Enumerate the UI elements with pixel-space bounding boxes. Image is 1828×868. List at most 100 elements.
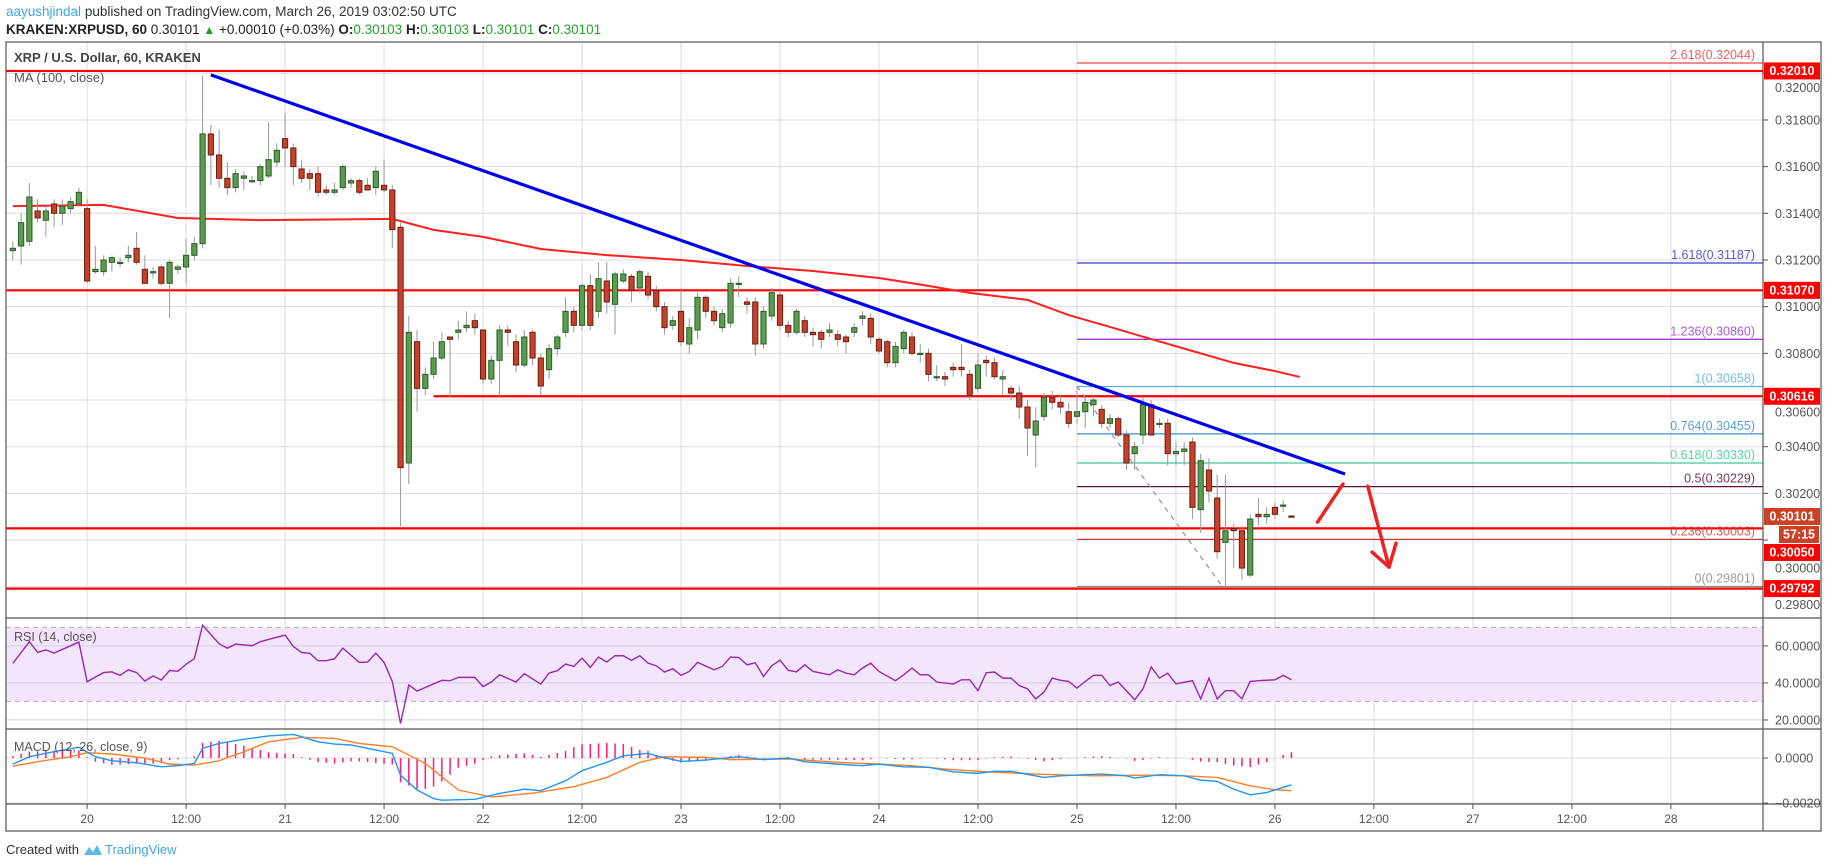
candle-body-up xyxy=(372,170,379,189)
up-stroke-drawing[interactable] xyxy=(1315,482,1345,524)
candle-body-up xyxy=(620,273,627,282)
candle-body-up xyxy=(694,296,701,331)
candle-body-down xyxy=(504,329,511,333)
symbol-name: KRAKEN:XRPUSD, 60 xyxy=(6,22,148,37)
candle xyxy=(240,171,247,190)
macd-pane xyxy=(6,733,1763,804)
rsi-line xyxy=(12,623,1292,724)
current-price-tag xyxy=(1764,507,1820,525)
candle-body-down xyxy=(356,180,363,193)
candle-body-up xyxy=(1073,411,1081,417)
candle xyxy=(281,112,289,167)
candle-body-down xyxy=(1205,469,1213,492)
candle-body-down xyxy=(306,173,313,179)
footer: Created with TradingView xyxy=(6,842,177,857)
candle-body-up xyxy=(545,348,553,371)
candle xyxy=(430,341,437,380)
candle xyxy=(488,355,495,384)
candle xyxy=(504,325,511,347)
tradingview-brand-link[interactable]: TradingView xyxy=(104,842,177,857)
candle-body-up xyxy=(150,271,157,274)
candle-body-up xyxy=(347,180,355,184)
candle-body-up xyxy=(1181,448,1188,452)
published-text: published on TradingView.com, March 26, … xyxy=(84,4,457,19)
candle-body-down xyxy=(1049,397,1056,403)
candle xyxy=(232,168,239,193)
candle-body-down xyxy=(380,184,388,191)
candle-body-up xyxy=(257,166,264,182)
candle xyxy=(710,306,718,326)
candle xyxy=(892,341,899,368)
candle-body-up xyxy=(793,310,800,333)
candle xyxy=(9,241,16,260)
macd-legend: MACD (12, 26, close, 9) xyxy=(14,740,147,754)
candle-body-up xyxy=(422,373,429,389)
candle xyxy=(166,259,173,319)
author-link[interactable]: aayushjindal xyxy=(6,4,82,19)
candle xyxy=(1098,404,1105,429)
candle xyxy=(966,369,973,401)
candle-body-down xyxy=(1271,506,1279,515)
fib-level-label: 0.236(0.30003) xyxy=(1670,524,1755,538)
bearish-trendline[interactable] xyxy=(210,73,1346,476)
candle xyxy=(1049,390,1056,410)
candle-body-up xyxy=(248,180,256,183)
candle xyxy=(397,222,404,527)
candle xyxy=(1040,393,1048,422)
fib-level-label: 2.618(0.32044) xyxy=(1670,48,1755,62)
time-axis-label: 23 xyxy=(674,812,688,826)
candle xyxy=(636,269,643,293)
candle-body-up xyxy=(859,315,866,319)
candle-body-up xyxy=(578,285,586,326)
candle-body-up xyxy=(455,329,462,333)
candle-body-down xyxy=(570,310,577,326)
candle-body-up xyxy=(669,320,676,326)
candle xyxy=(133,231,140,265)
candle-body-up xyxy=(595,278,602,312)
candle xyxy=(1007,386,1015,401)
candle xyxy=(941,372,949,387)
fib-level-label: 1(0.30658) xyxy=(1695,371,1755,385)
candle-body-up xyxy=(339,166,346,189)
candle xyxy=(380,159,388,193)
macd-axis-label: 0.0000 xyxy=(1775,752,1813,766)
time-axis-label: 12:00 xyxy=(171,812,201,826)
tradingview-logo-icon xyxy=(83,844,102,855)
high-value: 0.30103 xyxy=(420,22,470,37)
candle-body-up xyxy=(562,310,569,333)
candle xyxy=(983,355,990,377)
candle xyxy=(1106,414,1114,429)
level-price-tag-text: 0.30050 xyxy=(1769,545,1814,559)
down-arrow-drawing[interactable] xyxy=(1365,484,1398,569)
created-with-text: Created with xyxy=(6,842,79,857)
level-price-tag-text: 0.31070 xyxy=(1769,283,1814,297)
arrow-head-icon xyxy=(1370,541,1398,569)
price-axis-label: 0.31800 xyxy=(1775,113,1820,127)
level-price-tag xyxy=(1764,387,1820,405)
time-axis-label: 27 xyxy=(1466,812,1480,826)
candle-body-up xyxy=(521,336,528,366)
candle xyxy=(59,199,66,225)
candle-body-up xyxy=(917,352,924,356)
candle xyxy=(851,322,858,338)
candle xyxy=(793,308,800,335)
time-axis-label: 26 xyxy=(1268,812,1282,826)
candle xyxy=(611,271,619,335)
time-axis-label: 12:00 xyxy=(369,812,399,826)
candle-body-up xyxy=(933,376,940,379)
candle xyxy=(562,297,569,338)
candle xyxy=(117,257,124,267)
candle-body-down xyxy=(397,226,404,469)
candle xyxy=(875,337,883,354)
candle xyxy=(224,161,231,195)
candle-body-up xyxy=(554,336,561,350)
price-axis-label: 0.30600 xyxy=(1775,406,1820,420)
candle xyxy=(587,273,594,330)
level-price-tag-text: 0.32010 xyxy=(1769,64,1814,78)
candle xyxy=(331,182,338,195)
candle xyxy=(1189,437,1196,520)
candle xyxy=(908,332,916,356)
candle-body-up xyxy=(1280,504,1287,507)
candle-body-up xyxy=(331,189,338,193)
